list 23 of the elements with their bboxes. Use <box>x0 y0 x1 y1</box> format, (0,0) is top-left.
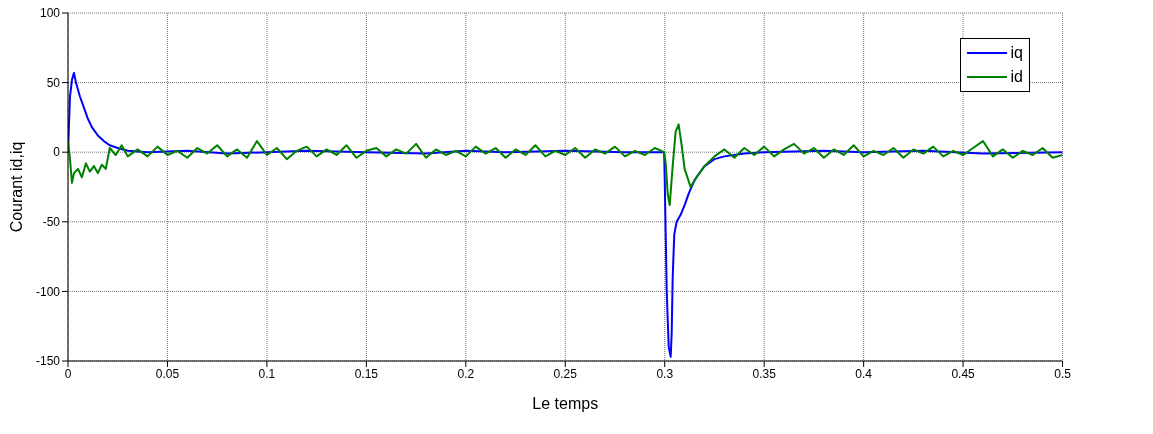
y-tick-label: -150 <box>35 354 61 369</box>
x-tick-label: 0.25 <box>553 366 578 381</box>
line-series <box>68 123 1063 207</box>
y-tick-label: 100 <box>39 6 61 21</box>
x-tick-label: 0 <box>64 366 72 381</box>
y-tick-label: -50 <box>42 215 61 230</box>
legend-label: iq <box>1010 43 1023 63</box>
x-tick-label: 0.05 <box>155 366 180 381</box>
x-tick-label: 0.45 <box>951 366 976 381</box>
y-axis-title: Courant id,iq <box>7 141 25 233</box>
y-tick-label: 50 <box>46 75 61 90</box>
y-tick-label: 0 <box>53 145 61 160</box>
x-tick-label: 0.35 <box>752 366 777 381</box>
legend-label: id <box>1010 67 1023 87</box>
x-tick-label: 0.4 <box>855 366 873 381</box>
y-tick-label: -100 <box>35 284 61 299</box>
line-series <box>68 71 1063 358</box>
x-tick-label: 0.1 <box>258 366 276 381</box>
x-tick-label: 0.5 <box>1054 366 1072 381</box>
x-tick-label: 0.15 <box>354 366 379 381</box>
x-tick-label: 0.3 <box>656 366 674 381</box>
x-axis-title: Le temps <box>532 395 599 412</box>
x-tick-label: 0.2 <box>457 366 475 381</box>
